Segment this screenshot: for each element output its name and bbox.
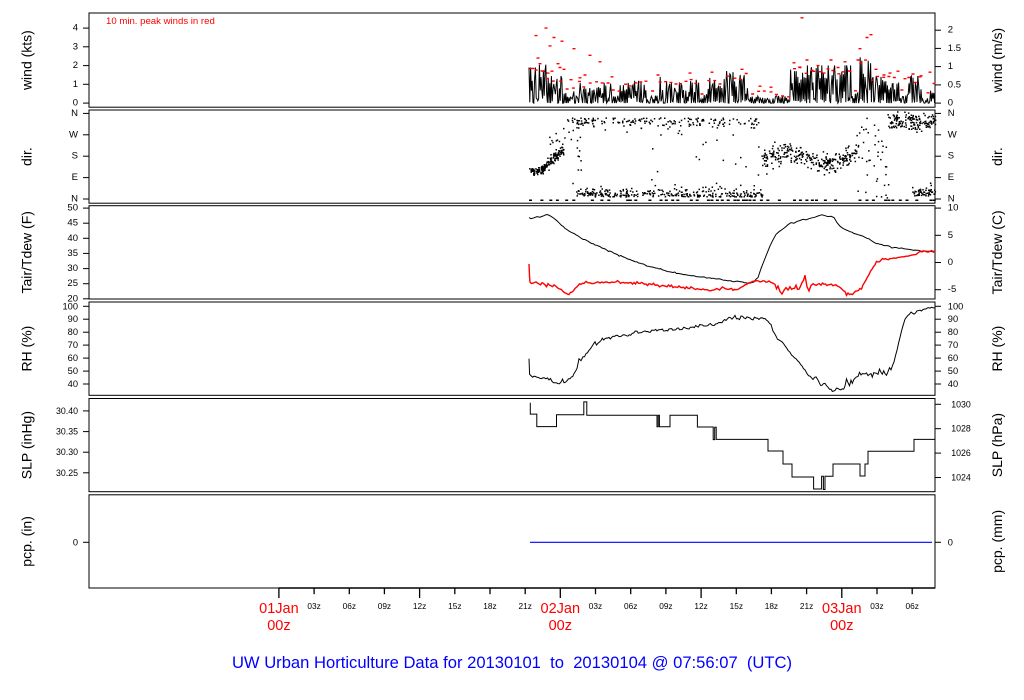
svg-text:30.40: 30.40 xyxy=(56,406,78,416)
svg-text:00z: 00z xyxy=(830,618,853,634)
svg-text:35: 35 xyxy=(67,248,78,259)
svg-text:pcp. (mm): pcp. (mm) xyxy=(989,510,1005,573)
svg-text:45: 45 xyxy=(67,218,78,229)
svg-text:1.5: 1.5 xyxy=(948,43,961,54)
svg-text:0: 0 xyxy=(73,98,78,109)
svg-text:10: 10 xyxy=(948,203,959,214)
svg-text:60: 60 xyxy=(948,353,958,363)
svg-text:RH (%): RH (%) xyxy=(19,326,35,372)
svg-text:80: 80 xyxy=(948,327,958,337)
svg-text:06z: 06z xyxy=(906,601,919,611)
svg-text:N: N xyxy=(948,108,955,119)
svg-text:Tair/Tdew (F): Tair/Tdew (F) xyxy=(19,211,35,293)
svg-text:0.5: 0.5 xyxy=(948,79,961,90)
svg-text:03z: 03z xyxy=(589,601,602,611)
svg-text:40: 40 xyxy=(68,379,78,389)
svg-text:1030: 1030 xyxy=(951,399,971,409)
svg-text:03z: 03z xyxy=(307,601,320,611)
svg-text:30.35: 30.35 xyxy=(56,427,78,437)
svg-text:12z: 12z xyxy=(694,601,707,611)
svg-text:UW Urban Horticulture Data for: UW Urban Horticulture Data for 20130101 … xyxy=(232,653,792,672)
svg-text:100: 100 xyxy=(948,301,964,311)
svg-text:5: 5 xyxy=(948,230,953,241)
svg-text:N: N xyxy=(948,194,955,205)
svg-text:wind (kts): wind (kts) xyxy=(19,30,35,91)
svg-text:18z: 18z xyxy=(483,601,496,611)
svg-text:00z: 00z xyxy=(267,618,290,634)
svg-text:03Jan: 03Jan xyxy=(822,601,862,617)
svg-text:pcp. (in): pcp. (in) xyxy=(19,516,35,567)
svg-text:80: 80 xyxy=(68,327,78,337)
svg-text:02Jan: 02Jan xyxy=(541,601,581,617)
svg-text:RH (%): RH (%) xyxy=(989,326,1005,372)
svg-text:09z: 09z xyxy=(659,601,672,611)
svg-text:06z: 06z xyxy=(343,601,356,611)
svg-text:40: 40 xyxy=(948,379,958,389)
svg-text:21z: 21z xyxy=(800,601,813,611)
svg-text:1026: 1026 xyxy=(951,448,971,458)
svg-text:Tair/Tdew (C): Tair/Tdew (C) xyxy=(989,210,1005,294)
svg-text:W: W xyxy=(69,129,78,140)
svg-text:dir.: dir. xyxy=(989,147,1005,166)
svg-text:4: 4 xyxy=(73,23,78,34)
svg-text:03z: 03z xyxy=(870,601,883,611)
svg-text:S: S xyxy=(72,151,78,162)
svg-text:0: 0 xyxy=(948,98,953,109)
svg-text:15z: 15z xyxy=(730,601,743,611)
svg-text:50: 50 xyxy=(68,366,78,376)
svg-text:01Jan: 01Jan xyxy=(259,601,299,617)
svg-text:21z: 21z xyxy=(519,601,532,611)
svg-text:12z: 12z xyxy=(413,601,426,611)
svg-text:W: W xyxy=(948,129,957,140)
svg-text:1028: 1028 xyxy=(951,424,971,434)
svg-text:SLP (inHg): SLP (inHg) xyxy=(19,411,35,479)
svg-text:20: 20 xyxy=(67,293,78,304)
svg-text:E: E xyxy=(72,172,78,183)
svg-text:0: 0 xyxy=(948,257,953,268)
svg-text:1: 1 xyxy=(948,61,953,72)
svg-text:0: 0 xyxy=(73,537,78,547)
svg-text:50: 50 xyxy=(67,203,78,214)
svg-text:1024: 1024 xyxy=(951,473,971,483)
svg-text:1: 1 xyxy=(73,79,78,90)
svg-text:100: 100 xyxy=(62,301,78,311)
svg-text:90: 90 xyxy=(68,314,78,324)
svg-text:18z: 18z xyxy=(765,601,778,611)
svg-text:60: 60 xyxy=(68,353,78,363)
svg-text:-5: -5 xyxy=(948,284,956,295)
svg-text:SLP (hPa): SLP (hPa) xyxy=(989,413,1005,477)
svg-text:wind (m/s): wind (m/s) xyxy=(989,28,1005,94)
svg-text:30.25: 30.25 xyxy=(56,468,78,478)
svg-text:E: E xyxy=(948,172,954,183)
svg-text:90: 90 xyxy=(948,314,958,324)
svg-text:N: N xyxy=(71,194,78,205)
svg-text:S: S xyxy=(948,151,954,162)
svg-text:70: 70 xyxy=(68,340,78,350)
svg-text:0: 0 xyxy=(948,537,953,547)
svg-text:dir.: dir. xyxy=(19,147,35,166)
svg-text:25: 25 xyxy=(67,278,78,289)
svg-text:00z: 00z xyxy=(549,618,572,634)
svg-text:2: 2 xyxy=(948,25,953,36)
svg-text:70: 70 xyxy=(948,340,958,350)
svg-text:10 min. peak winds in red: 10 min. peak winds in red xyxy=(106,16,215,27)
svg-text:2: 2 xyxy=(73,60,78,71)
svg-text:40: 40 xyxy=(67,233,78,244)
svg-text:09z: 09z xyxy=(378,601,391,611)
svg-text:N: N xyxy=(71,108,78,119)
svg-text:50: 50 xyxy=(948,366,958,376)
svg-text:30: 30 xyxy=(67,263,78,274)
svg-text:15z: 15z xyxy=(448,601,461,611)
svg-text:3: 3 xyxy=(73,41,78,52)
svg-text:30.30: 30.30 xyxy=(56,447,78,457)
svg-text:06z: 06z xyxy=(624,601,637,611)
